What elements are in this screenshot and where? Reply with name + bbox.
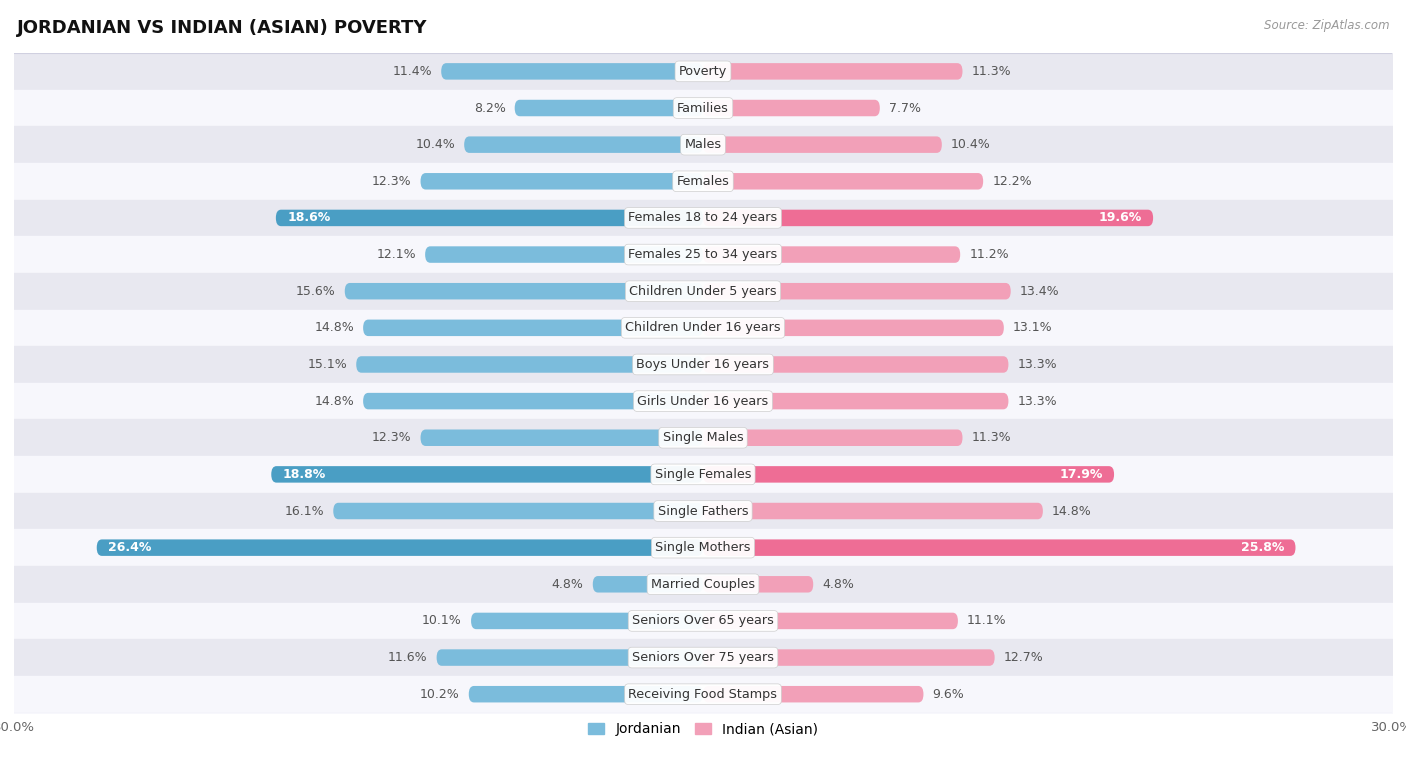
- Text: 12.1%: 12.1%: [377, 248, 416, 261]
- Text: 12.2%: 12.2%: [993, 175, 1032, 188]
- Text: Females: Females: [676, 175, 730, 188]
- FancyBboxPatch shape: [593, 576, 703, 593]
- Text: 17.9%: 17.9%: [1059, 468, 1102, 481]
- Text: 26.4%: 26.4%: [108, 541, 152, 554]
- Text: 18.8%: 18.8%: [283, 468, 326, 481]
- Text: Seniors Over 75 years: Seniors Over 75 years: [633, 651, 773, 664]
- Text: 11.3%: 11.3%: [972, 431, 1011, 444]
- FancyBboxPatch shape: [703, 210, 1153, 226]
- Text: JORDANIAN VS INDIAN (ASIAN) POVERTY: JORDANIAN VS INDIAN (ASIAN) POVERTY: [17, 19, 427, 37]
- FancyBboxPatch shape: [703, 612, 957, 629]
- FancyBboxPatch shape: [703, 173, 983, 190]
- Text: Married Couples: Married Couples: [651, 578, 755, 590]
- FancyBboxPatch shape: [703, 356, 1008, 373]
- Text: Single Females: Single Females: [655, 468, 751, 481]
- Text: 12.3%: 12.3%: [371, 175, 412, 188]
- Text: Single Mothers: Single Mothers: [655, 541, 751, 554]
- Text: 11.6%: 11.6%: [388, 651, 427, 664]
- Text: Source: ZipAtlas.com: Source: ZipAtlas.com: [1264, 19, 1389, 32]
- FancyBboxPatch shape: [703, 320, 1004, 336]
- FancyBboxPatch shape: [703, 540, 1295, 556]
- FancyBboxPatch shape: [703, 503, 1043, 519]
- Text: 13.1%: 13.1%: [1012, 321, 1053, 334]
- FancyBboxPatch shape: [363, 320, 703, 336]
- FancyBboxPatch shape: [703, 576, 813, 593]
- FancyBboxPatch shape: [703, 650, 994, 666]
- FancyBboxPatch shape: [420, 173, 703, 190]
- FancyBboxPatch shape: [703, 686, 924, 703]
- FancyBboxPatch shape: [703, 246, 960, 263]
- FancyBboxPatch shape: [441, 63, 703, 80]
- FancyBboxPatch shape: [333, 503, 703, 519]
- Text: 13.3%: 13.3%: [1018, 358, 1057, 371]
- Text: Males: Males: [685, 138, 721, 151]
- FancyBboxPatch shape: [344, 283, 703, 299]
- Text: 11.3%: 11.3%: [972, 65, 1011, 78]
- FancyBboxPatch shape: [425, 246, 703, 263]
- Text: Receiving Food Stamps: Receiving Food Stamps: [628, 688, 778, 700]
- FancyBboxPatch shape: [437, 650, 703, 666]
- Legend: Jordanian, Indian (Asian): Jordanian, Indian (Asian): [582, 717, 824, 742]
- Text: Boys Under 16 years: Boys Under 16 years: [637, 358, 769, 371]
- Text: 13.4%: 13.4%: [1019, 285, 1060, 298]
- FancyBboxPatch shape: [703, 393, 1008, 409]
- Text: Single Fathers: Single Fathers: [658, 505, 748, 518]
- FancyBboxPatch shape: [271, 466, 703, 483]
- FancyBboxPatch shape: [703, 430, 963, 446]
- Text: Single Males: Single Males: [662, 431, 744, 444]
- Text: 13.3%: 13.3%: [1018, 395, 1057, 408]
- Text: 14.8%: 14.8%: [1052, 505, 1092, 518]
- FancyBboxPatch shape: [356, 356, 703, 373]
- Text: 15.1%: 15.1%: [308, 358, 347, 371]
- Text: 11.4%: 11.4%: [392, 65, 432, 78]
- FancyBboxPatch shape: [703, 100, 880, 116]
- FancyBboxPatch shape: [703, 63, 963, 80]
- Text: 8.2%: 8.2%: [474, 102, 506, 114]
- FancyBboxPatch shape: [703, 136, 942, 153]
- Text: 18.6%: 18.6%: [287, 211, 330, 224]
- Text: 12.7%: 12.7%: [1004, 651, 1043, 664]
- FancyBboxPatch shape: [515, 100, 703, 116]
- Text: 11.2%: 11.2%: [969, 248, 1010, 261]
- Text: 14.8%: 14.8%: [314, 321, 354, 334]
- FancyBboxPatch shape: [703, 283, 1011, 299]
- FancyBboxPatch shape: [471, 612, 703, 629]
- Text: Families: Families: [678, 102, 728, 114]
- FancyBboxPatch shape: [276, 210, 703, 226]
- FancyBboxPatch shape: [703, 466, 1114, 483]
- Text: 4.8%: 4.8%: [551, 578, 583, 590]
- Text: 10.4%: 10.4%: [415, 138, 456, 151]
- Text: 10.1%: 10.1%: [422, 615, 461, 628]
- Text: 19.6%: 19.6%: [1098, 211, 1142, 224]
- Text: 12.3%: 12.3%: [371, 431, 412, 444]
- Text: 25.8%: 25.8%: [1240, 541, 1284, 554]
- Text: Girls Under 16 years: Girls Under 16 years: [637, 395, 769, 408]
- Text: Children Under 5 years: Children Under 5 years: [630, 285, 776, 298]
- FancyBboxPatch shape: [97, 540, 703, 556]
- Text: Females 18 to 24 years: Females 18 to 24 years: [628, 211, 778, 224]
- Text: 14.8%: 14.8%: [314, 395, 354, 408]
- Text: Poverty: Poverty: [679, 65, 727, 78]
- Text: 11.1%: 11.1%: [967, 615, 1007, 628]
- Text: 9.6%: 9.6%: [932, 688, 965, 700]
- Text: 15.6%: 15.6%: [295, 285, 336, 298]
- Text: Children Under 16 years: Children Under 16 years: [626, 321, 780, 334]
- Text: 10.4%: 10.4%: [950, 138, 991, 151]
- FancyBboxPatch shape: [464, 136, 703, 153]
- FancyBboxPatch shape: [363, 393, 703, 409]
- FancyBboxPatch shape: [468, 686, 703, 703]
- Text: Seniors Over 65 years: Seniors Over 65 years: [633, 615, 773, 628]
- Text: 10.2%: 10.2%: [420, 688, 460, 700]
- Text: 4.8%: 4.8%: [823, 578, 855, 590]
- Text: Females 25 to 34 years: Females 25 to 34 years: [628, 248, 778, 261]
- Text: 16.1%: 16.1%: [284, 505, 323, 518]
- FancyBboxPatch shape: [420, 430, 703, 446]
- Text: 7.7%: 7.7%: [889, 102, 921, 114]
